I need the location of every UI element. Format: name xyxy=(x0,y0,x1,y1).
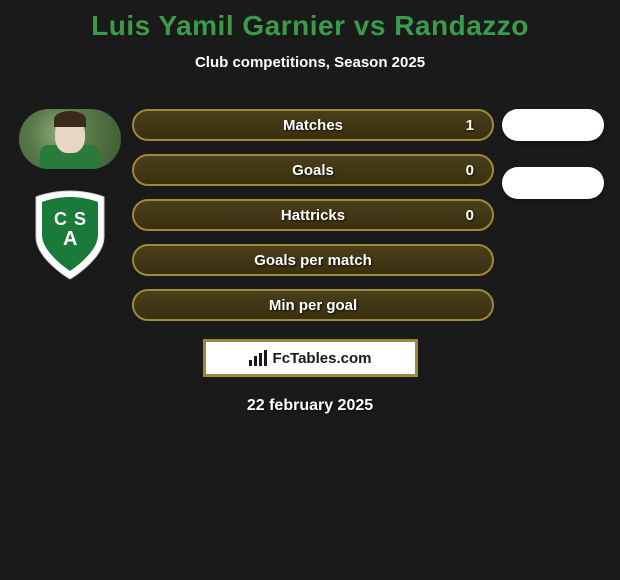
svg-text:A: A xyxy=(63,228,77,250)
stat-row: Goals 0 xyxy=(132,154,494,186)
comparison-main: C S A Matches 1 Goals 0 xyxy=(0,99,620,321)
stat-value: 0 xyxy=(466,207,474,224)
stat-label: Matches xyxy=(283,117,343,134)
chart-icon xyxy=(249,350,269,366)
stat-label: Goals per match xyxy=(254,252,372,269)
stat-bar-hattricks: Hattricks 0 xyxy=(132,199,494,231)
stat-bar-matches: Matches 1 xyxy=(132,109,494,141)
stat-label: Goals xyxy=(292,162,334,179)
page-title: Luis Yamil Garnier vs Randazzo xyxy=(0,10,620,42)
opponent-pill xyxy=(502,109,604,141)
stat-row: Matches 1 xyxy=(132,109,494,141)
subtitle: Club competitions, Season 2025 xyxy=(0,54,620,71)
stat-bar-goals: Goals 0 xyxy=(132,154,494,186)
stat-value: 0 xyxy=(466,162,474,179)
opponent-pill xyxy=(502,167,604,199)
date-text: 22 february 2025 xyxy=(0,397,620,415)
attribution-badge: FcTables.com xyxy=(203,339,418,377)
stat-bar-goals-per-match: Goals per match xyxy=(132,244,494,276)
stat-row: Hattricks 0 xyxy=(132,199,494,231)
player-avatar xyxy=(19,109,121,169)
stat-row: Goals per match xyxy=(132,244,494,276)
club-shield: C S A xyxy=(28,189,112,281)
stat-row: Min per goal xyxy=(132,289,494,321)
player-column: C S A xyxy=(8,99,132,281)
attribution-text: FcTables.com xyxy=(273,350,372,367)
stat-label: Min per goal xyxy=(269,297,357,314)
svg-text:C: C xyxy=(54,209,67,229)
stats-bars: Matches 1 Goals 0 Hattricks 0 Goals per … xyxy=(132,99,494,321)
stat-label: Hattricks xyxy=(281,207,345,224)
opponent-column xyxy=(494,99,612,199)
stat-bar-min-per-goal: Min per goal xyxy=(132,289,494,321)
stat-value: 1 xyxy=(466,117,474,134)
svg-text:S: S xyxy=(74,209,86,229)
